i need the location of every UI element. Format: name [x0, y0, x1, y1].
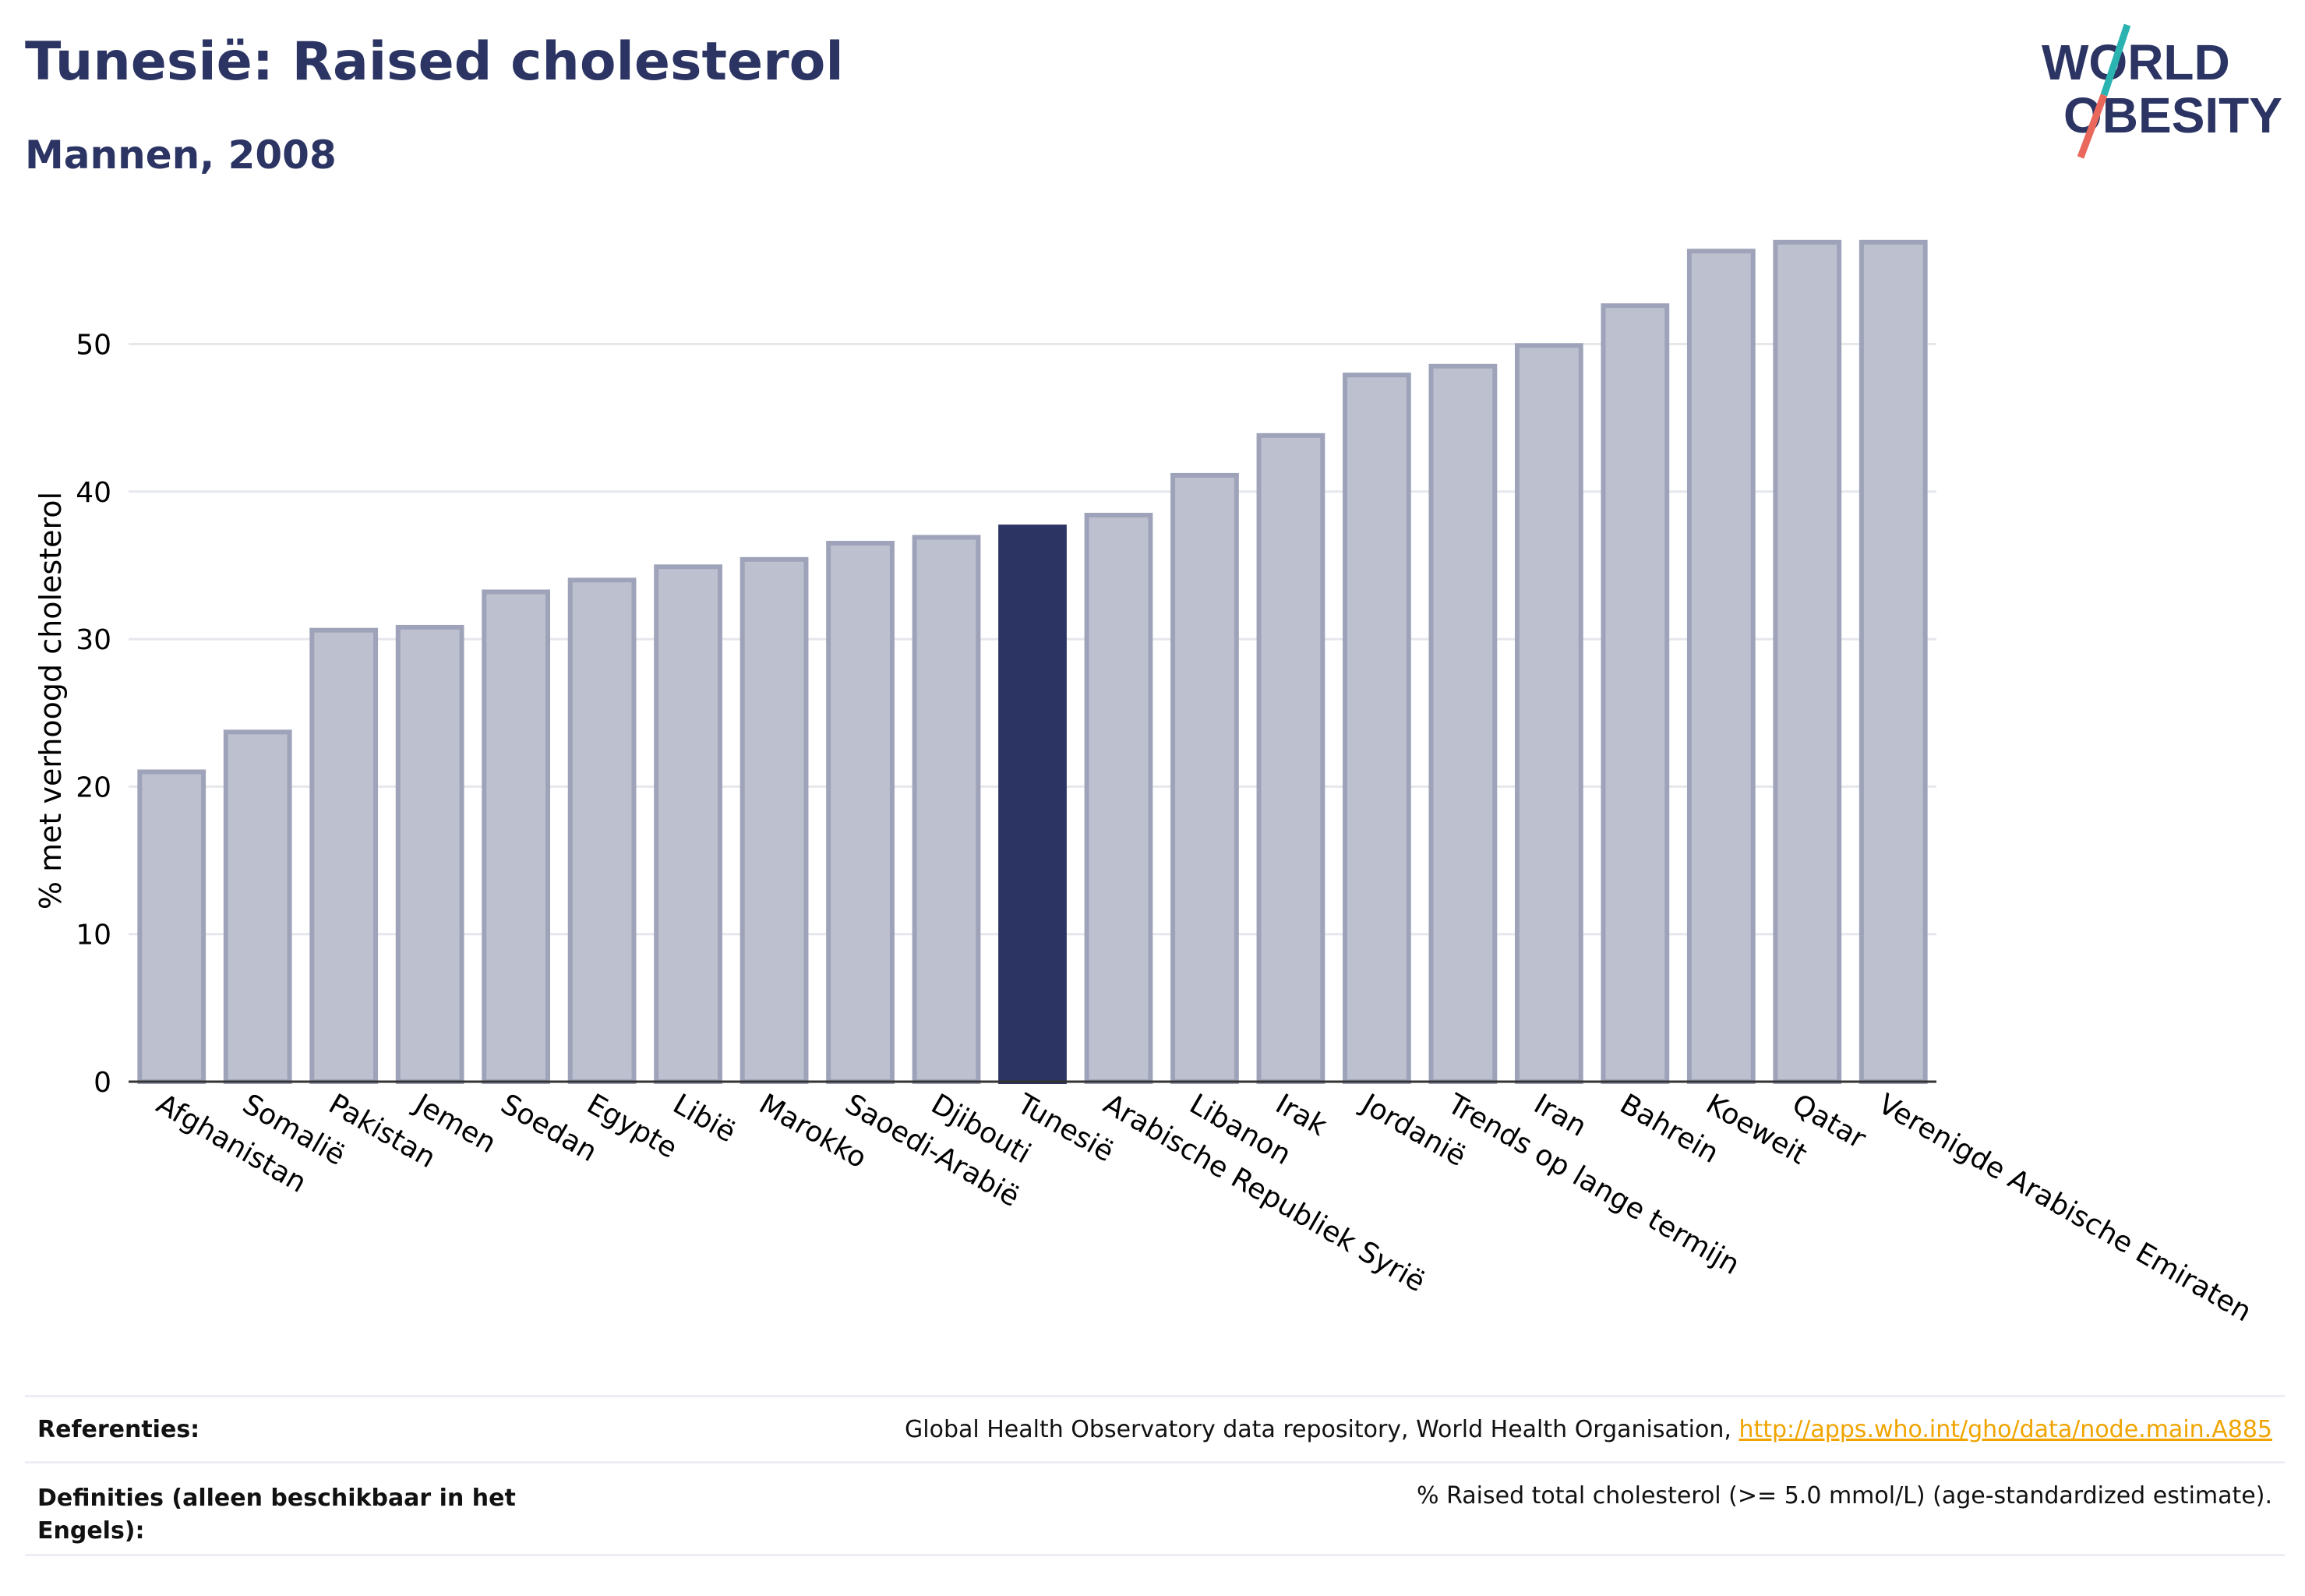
x-tick-label: Soedan: [496, 1088, 602, 1168]
bar: [1256, 433, 1325, 1084]
bar: [1343, 373, 1411, 1085]
y-tick-label: 50: [76, 329, 111, 361]
y-tick-label: 10: [76, 920, 111, 952]
references-row: Referenties: Global Health Observatory d…: [25, 1395, 2285, 1461]
bar: [1601, 303, 1670, 1084]
y-axis-label: % met verhoogd cholesterol: [34, 492, 68, 909]
y-tick-label: 20: [76, 772, 111, 803]
bar: [1514, 343, 1583, 1084]
bar-highlight: [998, 524, 1067, 1084]
definitions-row: Definities (alleen beschikbaar in het En…: [25, 1461, 2285, 1559]
bar: [1428, 363, 1498, 1084]
references-label: Referenties:: [37, 1416, 200, 1443]
y-tick-label: 0: [94, 1067, 111, 1099]
bar: [567, 577, 637, 1084]
bar: [1170, 472, 1239, 1084]
x-tick-label: Verenigde Arabische Emiraten: [1873, 1088, 2257, 1328]
references-source: Global Health Observatory data repositor…: [905, 1416, 1739, 1443]
logo-accent-teal: [2100, 23, 2131, 97]
references-link[interactable]: http://apps.who.int/gho/data/node.main.A…: [1738, 1416, 2272, 1443]
bar: [395, 624, 464, 1084]
world-obesity-logo: WORLD OBESITY: [2042, 23, 2282, 159]
bar: [1773, 239, 1842, 1085]
bar: [826, 541, 895, 1084]
bar: [912, 535, 981, 1084]
chart-subtitle: Mannen, 2008: [25, 132, 337, 178]
references-text: Global Health Observatory data repositor…: [905, 1416, 2272, 1443]
bar: [223, 729, 292, 1084]
y-tick-label: 30: [76, 624, 111, 656]
chart-title: Tunesië: Raised cholesterol: [25, 31, 844, 93]
bar: [309, 627, 379, 1084]
bar: [1858, 239, 1928, 1085]
bar: [482, 589, 551, 1084]
references-section: Referenties: Global Health Observatory d…: [25, 1395, 2285, 1559]
divider: [25, 1554, 2285, 1556]
x-tick-label: Bahrein: [1615, 1088, 1724, 1170]
bar: [137, 769, 206, 1085]
bars: [137, 239, 1928, 1085]
definitions-label: Definities (alleen beschikbaar in het En…: [37, 1485, 516, 1545]
bar: [740, 556, 809, 1084]
bar: [1686, 249, 1756, 1085]
bar: [1084, 513, 1153, 1084]
logo-line-1: WORLD: [2042, 34, 2230, 90]
x-tick-label: Egypte: [581, 1088, 683, 1165]
definitions-text: % Raised total cholesterol (>= 5.0 mmol/…: [1417, 1482, 2272, 1509]
logo-accent-coral: [2077, 94, 2108, 159]
bar-chart: 01020304050AfghanistanSomaliëPakistanJem…: [34, 239, 2257, 1328]
bar: [654, 564, 722, 1084]
y-tick-label: 40: [76, 477, 111, 509]
x-tick-label: Trends op lange termijn: [1442, 1088, 1745, 1281]
